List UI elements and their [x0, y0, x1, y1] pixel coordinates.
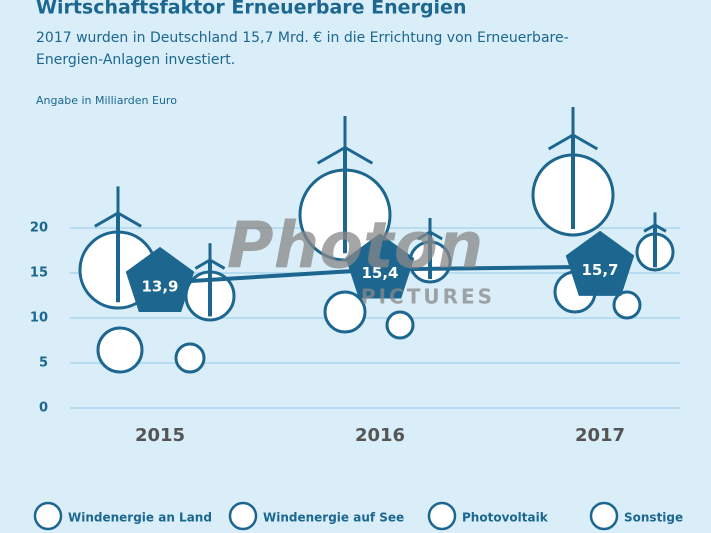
point-marker: [565, 230, 635, 296]
chart-subtitle: 2017 wurden in Deutschland 15,7 Mrd. € i…: [36, 30, 569, 46]
turbine-blade: [94, 211, 119, 228]
point-marker: [125, 246, 195, 313]
chart-subtitle: Energien-Anlagen investiert.: [36, 52, 235, 68]
legend-label: Sonstige: [624, 511, 683, 525]
turbine-blade: [429, 230, 443, 241]
turbine-blade: [643, 223, 656, 233]
decoration: [408, 218, 452, 284]
decoration: [612, 290, 642, 320]
legend-icon: [33, 501, 63, 531]
turbine-blade: [194, 258, 211, 270]
turbine-blade: [417, 230, 431, 241]
turbine-blade: [316, 146, 346, 165]
turbine-blade: [654, 223, 667, 233]
decoration: [385, 310, 415, 340]
decoration: [96, 326, 144, 374]
y-tick-label: 15: [30, 266, 48, 281]
y-tick-label: 5: [39, 356, 48, 371]
data-label: 15,4: [361, 264, 398, 282]
y-tick-label: 0: [39, 401, 48, 416]
legend: Windenergie an Land Windenergie auf See Ph…: [33, 501, 683, 531]
turbine-blade: [344, 146, 374, 165]
turbine-blade: [572, 133, 599, 151]
y-tick-label: 10: [30, 311, 48, 326]
legend-label: Windenergie auf See: [263, 511, 404, 525]
turbine-blade: [547, 133, 574, 151]
watermark: PICTURES: [361, 285, 495, 309]
legend-icon: [427, 501, 457, 531]
chart-title: Wirtschaftsfaktor Erneuerbare Energien: [36, 0, 466, 19]
legend-icon: [589, 501, 619, 531]
watermark: Photon: [227, 210, 484, 284]
legend-icon: [228, 501, 258, 531]
legend-label: Windenergie an Land: [68, 511, 212, 525]
x-tick-label: 2016: [355, 425, 405, 446]
decoration: [635, 212, 675, 272]
x-tick-label: 2017: [575, 425, 625, 446]
data-label: 15,7: [581, 261, 618, 279]
y-tick-label: 20: [30, 221, 48, 236]
data-label: 13,9: [141, 277, 178, 295]
decoration: [298, 116, 392, 262]
decoration: [174, 342, 206, 374]
decoration: [531, 107, 615, 237]
turbine-blade: [209, 258, 226, 270]
point-marker: [345, 233, 415, 299]
y-axis-label: Angabe in Milliarden Euro: [36, 94, 177, 107]
x-tick-label: 2015: [135, 425, 185, 446]
turbine-blade: [117, 211, 142, 228]
plot-area: 0 5 10 15 20 13,9 2015 15,4 2016 15,7 2017 PhotonPI…: [30, 107, 680, 446]
decoration: [323, 290, 367, 334]
legend-label: Photovoltaik: [462, 511, 549, 525]
